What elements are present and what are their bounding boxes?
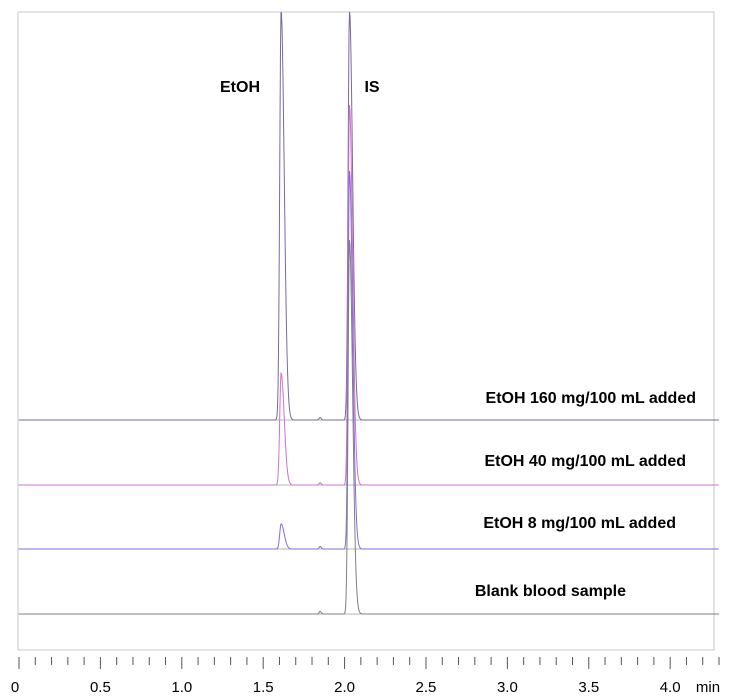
label-layer: EtOH 160 mg/100 mL added EtOH 40 mg/100 m… <box>220 79 696 600</box>
x-tick-label: 3.0 <box>497 679 518 696</box>
x-tick-label: 1.0 <box>171 679 192 696</box>
x-tick-label: 3.5 <box>578 679 599 696</box>
series-trace-1 <box>19 11 719 421</box>
plot-frame <box>17 11 715 651</box>
x-tick-label: 0.5 <box>90 679 111 696</box>
series-label-2: EtOH 40 mg/100 mL added <box>484 453 686 470</box>
x-axis: 0 0.5 1.0 1.5 2.0 2.5 3.0 3.5 4.0 min <box>11 657 720 696</box>
x-tick-label: 2.0 <box>334 679 355 696</box>
x-unit-label: min <box>696 679 720 696</box>
series-label-4: Blank blood sample <box>475 583 626 600</box>
series-trace-2 <box>19 104 719 486</box>
x-tick-label: 1.5 <box>253 679 274 696</box>
series-layer <box>18 11 719 615</box>
x-tick-label: 4.0 <box>660 679 681 696</box>
series-label-3: EtOH 8 mg/100 mL added <box>483 515 676 532</box>
series-trace-3 <box>19 170 719 550</box>
series-label-1: EtOH 160 mg/100 mL added <box>486 390 696 407</box>
peak-label-etoh: EtOH <box>220 79 260 96</box>
x-tick-label: 2.5 <box>416 679 437 696</box>
peak-label-is: IS <box>364 79 379 96</box>
x-tick-label: 0 <box>11 679 19 696</box>
series-trace-4 <box>19 239 719 615</box>
